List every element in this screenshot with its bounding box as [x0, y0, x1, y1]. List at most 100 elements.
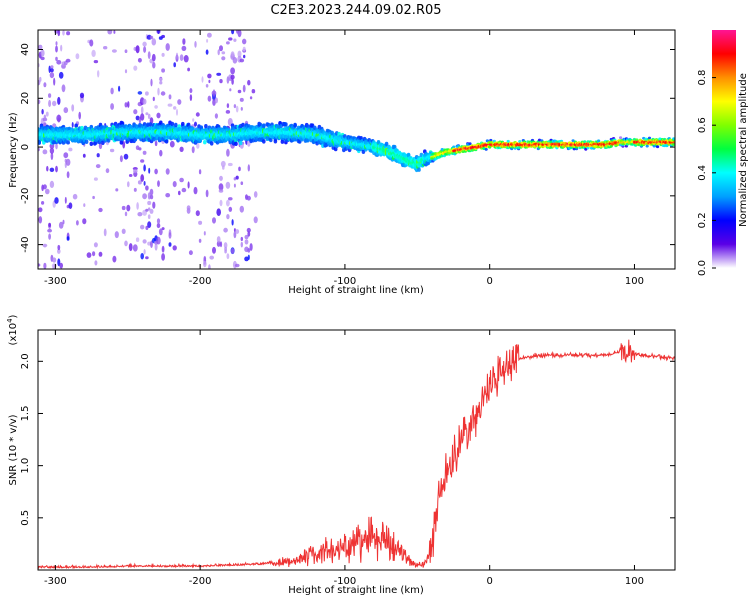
y-tick-label: 2.0	[20, 353, 31, 369]
x-tick-label: 0	[487, 276, 493, 287]
spectrogram-noise-cell	[179, 177, 184, 183]
snr-x-label: Height of straight line (km)	[288, 585, 424, 596]
spectrogram-noise-cell	[151, 53, 156, 62]
spectrogram-noise-cell	[72, 193, 78, 200]
spectrogram-noise-cell	[50, 152, 54, 160]
spectrogram-noise-cell	[195, 210, 200, 217]
colorbar-tick-label: 0.6	[697, 117, 708, 133]
spectrogram-noise-cell	[226, 41, 230, 45]
spectrogram-noise-cell	[107, 30, 113, 35]
spectrogram-noise-cell	[143, 249, 146, 255]
spectrogram-noise-cell	[149, 35, 154, 40]
spectrogram-noise-cell	[57, 30, 61, 37]
spectrogram-noise-cell	[233, 231, 237, 239]
spectrogram-noise-cell	[57, 114, 60, 119]
spectrogram-noise-cell	[214, 97, 218, 104]
spectrogram-noise-cell	[114, 231, 119, 239]
spectrogram-ridge-cell	[234, 141, 238, 146]
colorbar-tick-label: 0.0	[697, 260, 708, 276]
chart-title: C2E3.2023.244.09.02.R05	[270, 3, 441, 18]
spectrogram-noise-cell	[189, 88, 193, 94]
spectrogram-noise-cell	[42, 184, 47, 190]
spectrogram-noise-cell	[71, 104, 75, 112]
spectrogram-ridge-cell	[262, 139, 266, 144]
spectrogram-ridge-cell	[170, 121, 175, 127]
spectrogram-noise-cell	[124, 69, 128, 74]
spectrogram-noise-cell	[128, 243, 133, 252]
spectrogram-noise-cell	[219, 175, 223, 181]
spectrogram-ridge-cell	[148, 122, 153, 127]
spectrogram-noise-cell	[158, 228, 163, 236]
spectrogram-noise-cell	[227, 162, 233, 167]
spectrogram-noise-cell	[63, 107, 69, 114]
spectrogram-noise-cell	[239, 97, 244, 102]
spectrogram-ridge-cell	[119, 140, 124, 145]
spectrogram-noise-cell	[165, 43, 170, 51]
spectrogram-noise-cell	[127, 101, 130, 108]
spectrogram-noise-cell	[247, 231, 251, 237]
spectrogram-noise-cell	[138, 147, 142, 151]
spectrogram-noise-cell	[233, 183, 236, 188]
spectrogram-noise-cell	[223, 242, 228, 249]
spectrogram-noise-cell	[238, 166, 241, 172]
spectrogram-ridge-cell	[293, 122, 297, 128]
spectrogram-noise-cell	[231, 52, 234, 57]
spectrogram-noise-cell	[192, 118, 195, 122]
spectrogram-ridge-cell	[484, 148, 488, 151]
spectrogram-noise-cell	[209, 255, 214, 260]
spectrogram-noise-cell	[52, 100, 57, 107]
spectrogram-noise-cell	[136, 202, 139, 210]
spectrogram-noise-cell	[110, 87, 114, 95]
spectrogram-noise-cell	[135, 45, 140, 54]
spectrogram-ridge-cell	[238, 140, 243, 146]
spectrogram-noise-cell	[165, 193, 171, 198]
snr-scale-suffix: )	[8, 314, 19, 318]
spectrogram-noise-cell	[226, 199, 230, 207]
spectrogram-noise-cell	[156, 112, 161, 119]
spectrogram-noise-cell	[58, 221, 64, 229]
spectrogram-noise-cell	[183, 55, 189, 63]
spectrogram-noise-cell	[207, 32, 212, 38]
spectrogram-noise-cell	[147, 51, 151, 59]
spectrogram-noise-cell	[212, 246, 216, 254]
spectrogram-noise-cell	[142, 239, 147, 244]
spectrogram-noise-cell	[158, 77, 163, 81]
spectrogram-noise-cell	[45, 111, 49, 117]
spectrogram-noise-cell	[115, 188, 119, 192]
spectrogram-noise-cell	[229, 88, 232, 92]
spectrogram-noise-cell	[38, 207, 43, 213]
spectrogram-ridge-cell	[174, 122, 178, 128]
spectrogram-noise-cell	[89, 39, 94, 47]
spectrogram-noise-cell	[156, 218, 161, 224]
spectrogram-noise-cell	[55, 41, 58, 46]
spectrogram-noise-cell	[137, 180, 142, 185]
spectrogram-noise-cell	[203, 255, 207, 262]
spectrogram-noise-cell	[38, 216, 43, 224]
spectrogram-noise-cell	[60, 44, 63, 52]
spectrogram-noise-cell	[226, 148, 230, 157]
spectrogram-noise-cell	[216, 72, 222, 76]
spectrogram-noise-cell	[176, 108, 178, 116]
spectrogram-noise-cell	[113, 30, 116, 34]
spectrogram-ridge-cell	[269, 137, 273, 143]
spectrogram-noise-cell	[161, 253, 166, 261]
spectrogram-noise-cell	[198, 238, 202, 243]
spectrogram-noise-cell	[49, 147, 55, 154]
spectrogram-noise-cell	[186, 205, 191, 211]
spectrogram-noise-cell	[246, 227, 251, 233]
spectrogram-ridge-cell	[66, 140, 70, 145]
spectrogram-noise-cell	[124, 211, 128, 217]
spectrogram-noise-cell	[157, 87, 160, 96]
spectrogram-noise-cell	[249, 243, 253, 251]
spectrogram-noise-cell	[201, 76, 204, 83]
spectrogram-noise-cell	[173, 106, 177, 110]
spectrogram-noise-cell	[57, 96, 61, 105]
spectrogram-noise-cell	[52, 257, 57, 263]
spectrogram-noise-cell	[57, 244, 61, 251]
colorbar-gradient	[712, 30, 736, 268]
y-tick-label: 0	[20, 144, 31, 150]
spectrogram-noise-cell	[47, 228, 52, 233]
spectrogram-noise-cell	[45, 188, 50, 195]
spectrogram-noise-cell	[55, 165, 58, 173]
